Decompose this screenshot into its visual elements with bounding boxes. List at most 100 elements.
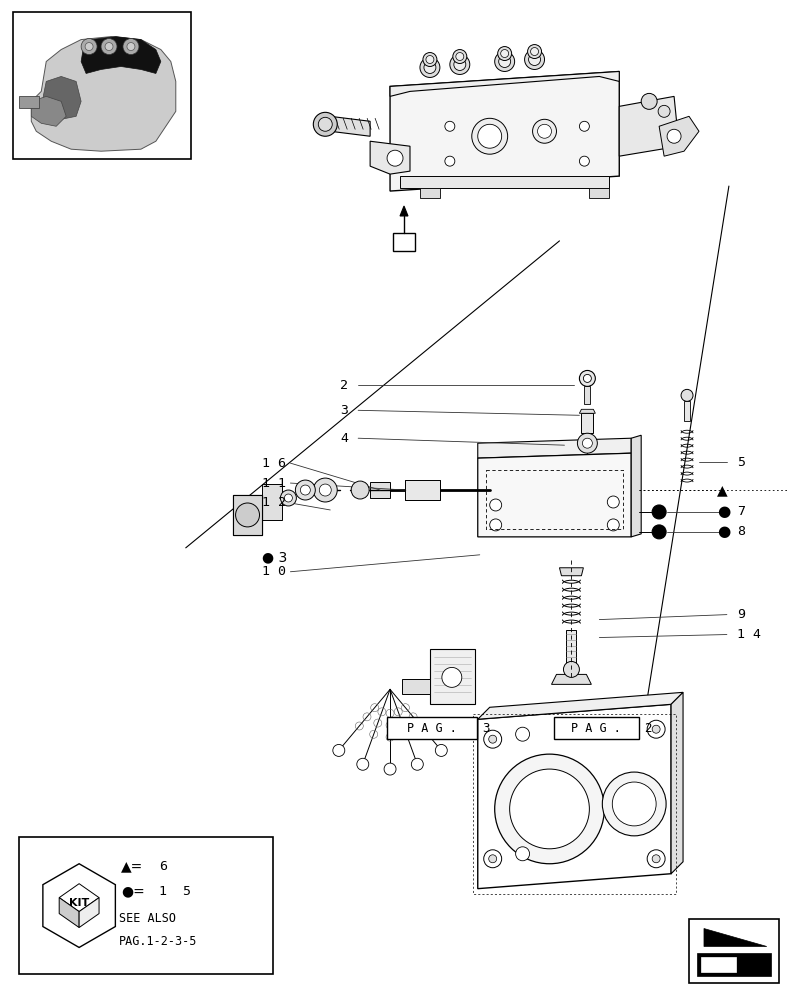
Circle shape — [483, 850, 501, 868]
Text: ▲=: ▲= — [121, 860, 143, 874]
Polygon shape — [630, 435, 641, 537]
Bar — [13, 12, 191, 159]
Circle shape — [646, 850, 664, 868]
Circle shape — [607, 519, 619, 531]
Text: 4: 4 — [340, 432, 348, 445]
Text: 1 2: 1 2 — [262, 496, 286, 509]
Circle shape — [235, 503, 260, 527]
Bar — [232, 495, 262, 535]
Bar — [387, 717, 476, 739]
Circle shape — [453, 50, 466, 63]
Circle shape — [435, 744, 447, 756]
Polygon shape — [330, 116, 370, 136]
Circle shape — [658, 105, 669, 117]
Circle shape — [411, 758, 423, 770]
Bar — [429, 649, 474, 704]
Polygon shape — [619, 96, 678, 156]
Bar — [262, 484, 282, 520]
Text: 9: 9 — [736, 608, 744, 621]
Text: 1 1: 1 1 — [262, 477, 286, 490]
Polygon shape — [405, 480, 440, 500]
Text: 2: 2 — [643, 722, 651, 735]
Circle shape — [515, 727, 529, 741]
Circle shape — [423, 53, 436, 66]
Polygon shape — [670, 692, 682, 874]
Bar — [700, 957, 735, 972]
Polygon shape — [32, 37, 175, 151]
Circle shape — [295, 480, 315, 500]
Circle shape — [579, 156, 589, 166]
Circle shape — [319, 484, 331, 496]
Text: 5: 5 — [736, 456, 744, 469]
Circle shape — [81, 39, 97, 55]
Circle shape — [489, 499, 501, 511]
Circle shape — [646, 720, 664, 738]
Circle shape — [426, 56, 433, 63]
Circle shape — [563, 661, 579, 677]
Circle shape — [318, 117, 332, 131]
Circle shape — [582, 374, 590, 382]
Text: 1 6: 1 6 — [262, 457, 286, 470]
Circle shape — [509, 769, 589, 849]
Bar — [584, 386, 590, 404]
Circle shape — [680, 389, 692, 401]
Bar — [581, 413, 593, 433]
Bar — [566, 630, 576, 669]
Circle shape — [105, 43, 113, 51]
Circle shape — [284, 494, 292, 502]
Circle shape — [651, 525, 665, 539]
Circle shape — [455, 53, 463, 61]
Polygon shape — [559, 568, 582, 576]
Polygon shape — [370, 141, 410, 174]
Circle shape — [641, 93, 656, 109]
Circle shape — [579, 370, 594, 386]
Polygon shape — [659, 116, 698, 156]
Circle shape — [515, 847, 529, 861]
Circle shape — [419, 58, 440, 77]
Circle shape — [651, 505, 665, 519]
Polygon shape — [389, 71, 619, 191]
Text: P A G .: P A G . — [571, 722, 620, 735]
Polygon shape — [579, 409, 594, 413]
Polygon shape — [477, 453, 630, 537]
Circle shape — [537, 124, 551, 138]
Bar — [405, 480, 440, 500]
Text: ●: ● — [716, 504, 729, 519]
Circle shape — [85, 43, 93, 51]
Circle shape — [579, 121, 589, 131]
Text: ● 3: ● 3 — [262, 551, 287, 565]
Text: KIT: KIT — [69, 898, 89, 908]
Circle shape — [483, 730, 501, 748]
Circle shape — [477, 124, 501, 148]
Text: 1  5: 1 5 — [159, 885, 191, 898]
Polygon shape — [59, 898, 79, 928]
Circle shape — [300, 485, 310, 495]
Bar — [584, 433, 590, 443]
Circle shape — [350, 481, 369, 499]
Text: PAG.1-2-3-5: PAG.1-2-3-5 — [119, 935, 197, 948]
Circle shape — [602, 772, 665, 836]
Text: 8: 8 — [736, 525, 744, 538]
Circle shape — [494, 52, 514, 71]
Circle shape — [667, 129, 680, 143]
Polygon shape — [43, 76, 81, 119]
Polygon shape — [477, 704, 670, 889]
Circle shape — [577, 433, 597, 453]
Text: ▲: ▲ — [716, 483, 727, 497]
Text: 1 0: 1 0 — [262, 565, 286, 578]
Circle shape — [313, 478, 337, 502]
Text: 1 4: 1 4 — [736, 628, 760, 641]
Circle shape — [101, 39, 117, 55]
Circle shape — [611, 782, 655, 826]
Circle shape — [489, 519, 501, 531]
Circle shape — [651, 855, 659, 863]
Circle shape — [528, 54, 540, 65]
Circle shape — [384, 763, 396, 775]
Circle shape — [387, 150, 402, 166]
Circle shape — [527, 45, 541, 59]
Bar — [689, 919, 778, 983]
Text: 6: 6 — [159, 860, 166, 873]
Bar — [400, 176, 608, 188]
Circle shape — [494, 754, 603, 864]
Bar — [589, 188, 608, 198]
